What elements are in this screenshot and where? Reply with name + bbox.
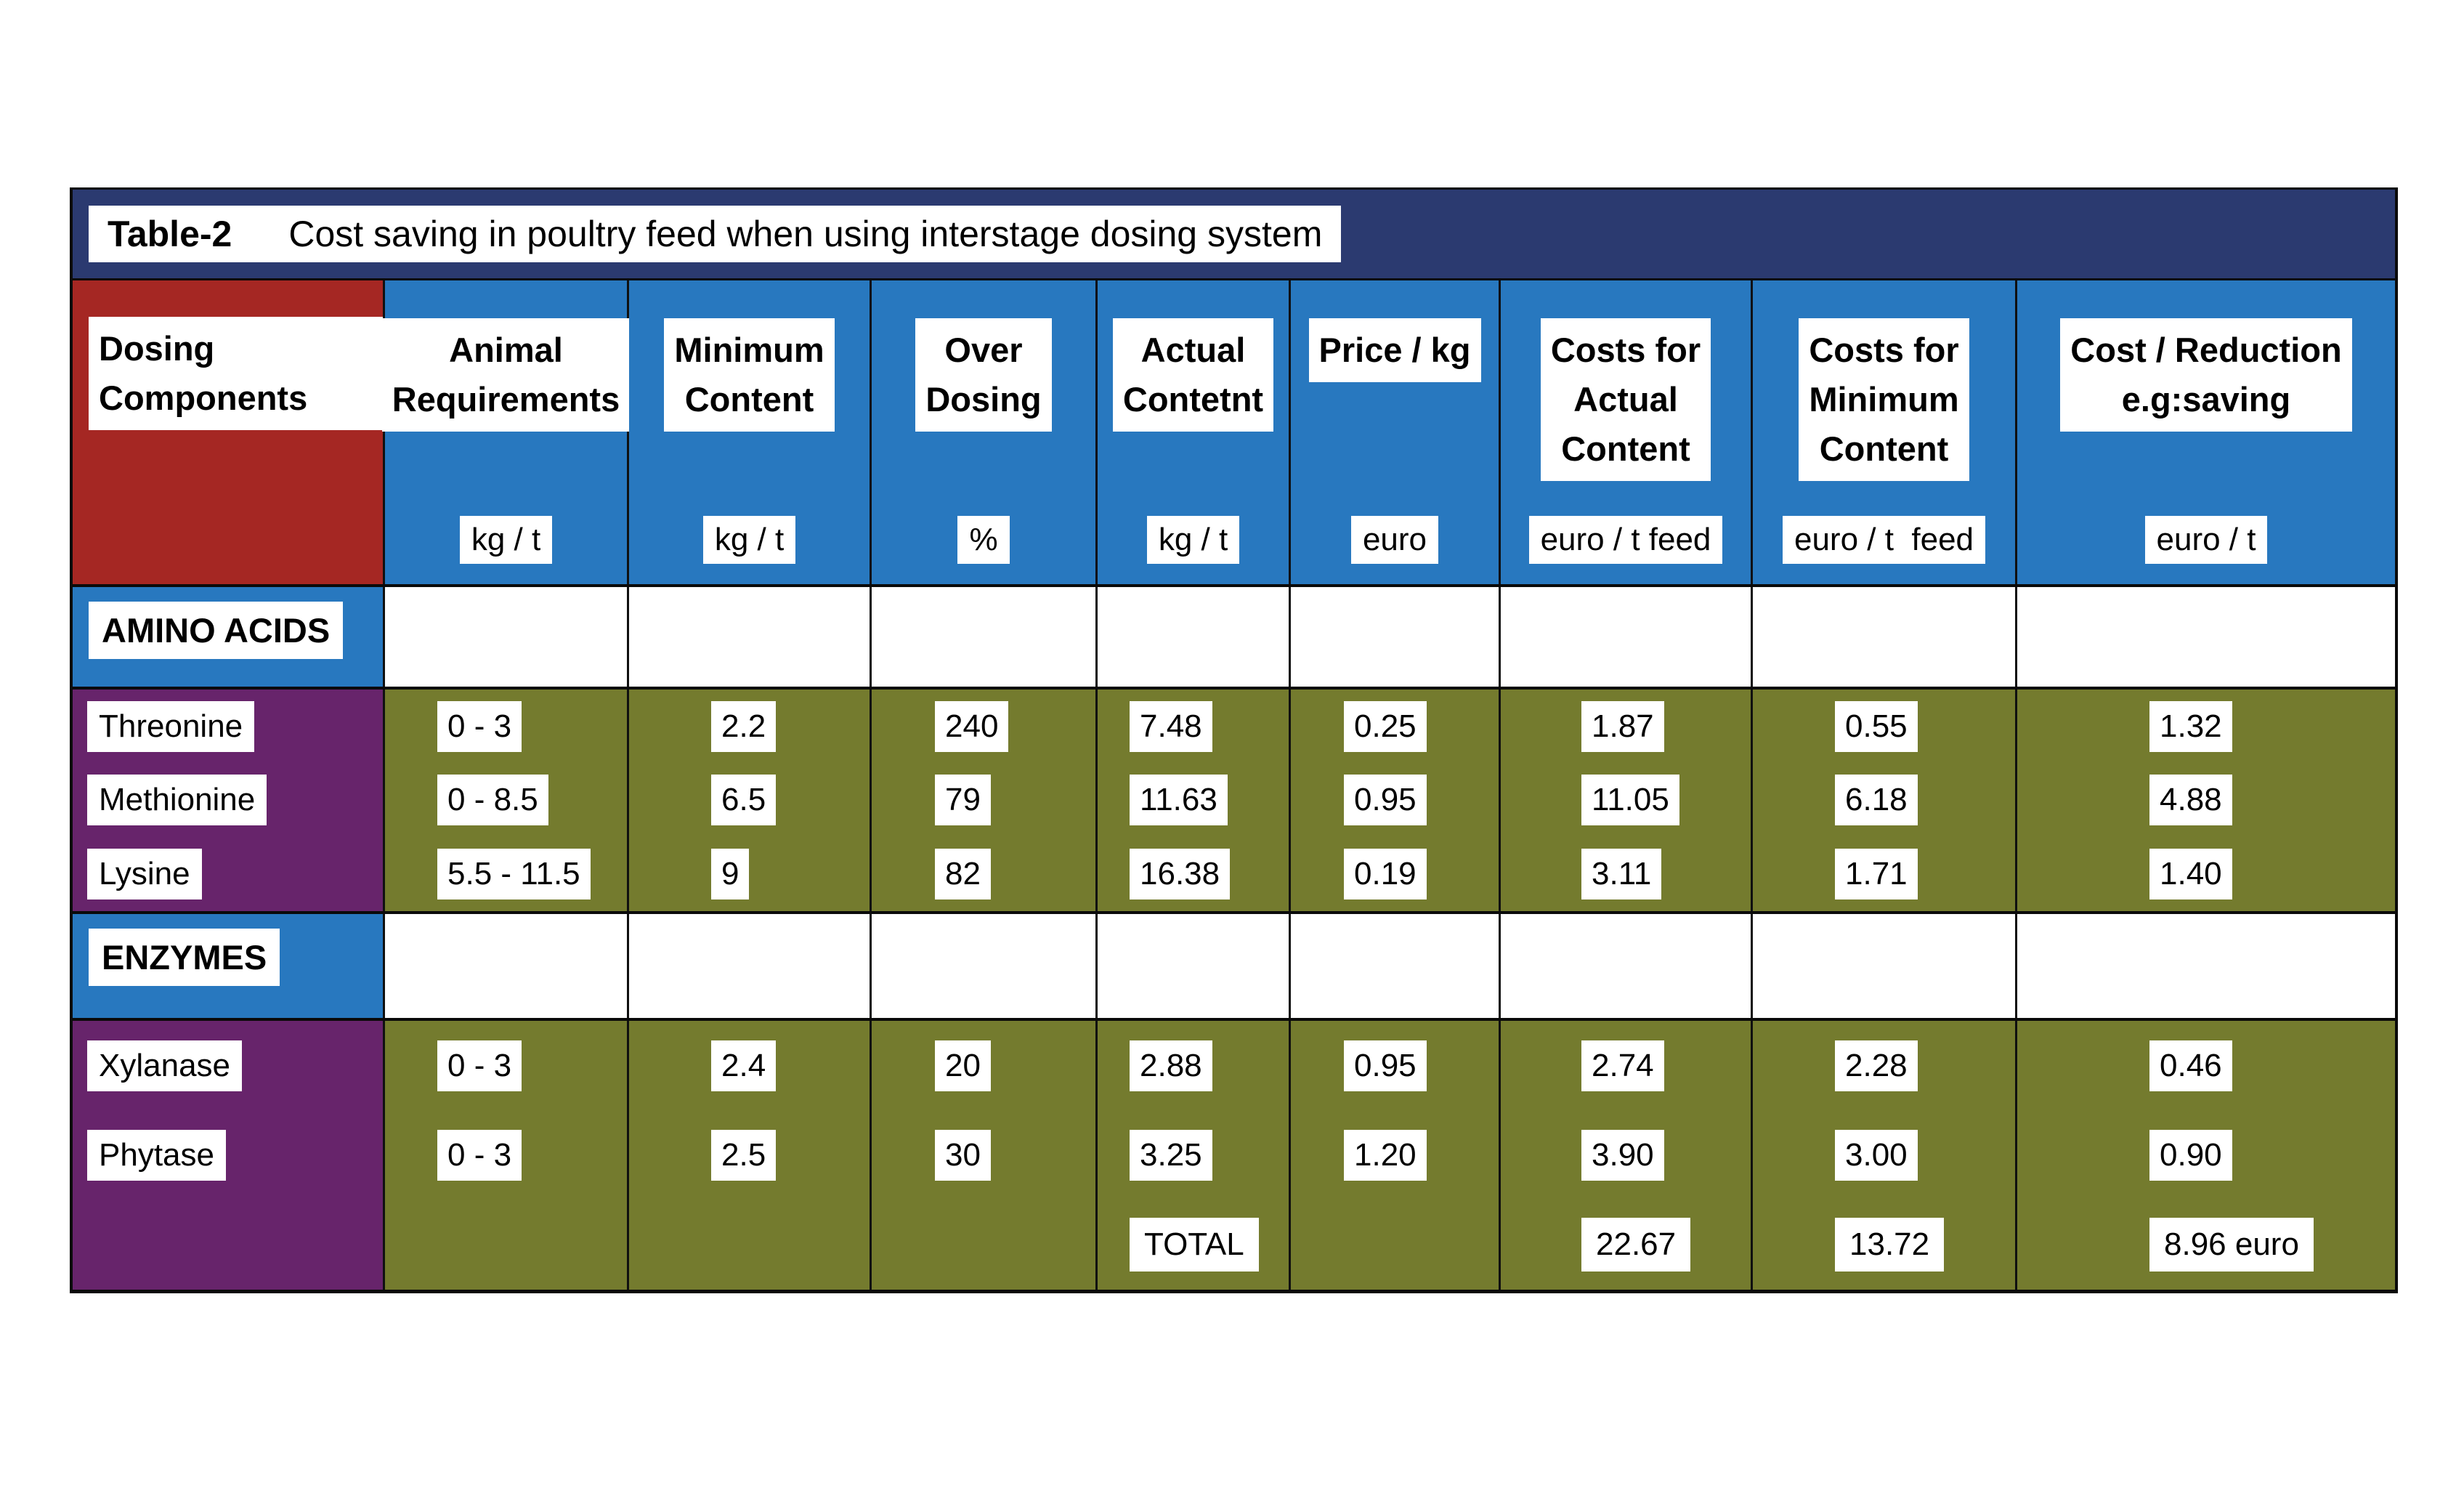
amino-row-labels: Threonine Methionine Lysine bbox=[73, 690, 385, 911]
enzyme-over-dosing: 20 30 bbox=[872, 1021, 1098, 1290]
cell-value: 16.38 bbox=[1130, 849, 1231, 900]
section-enzymes-header: ENZYMES bbox=[73, 914, 2395, 1021]
total-costs-actual: 22.67 bbox=[1581, 1218, 1691, 1272]
cell-value: 2.28 bbox=[1835, 1040, 1918, 1091]
total-saving: 8.96 euro bbox=[2149, 1218, 2314, 1272]
cell-value: 0 - 3 bbox=[437, 1040, 522, 1091]
cell-value: 0.46 bbox=[2149, 1040, 2232, 1091]
table-title-box: Table-2 Cost saving in poultry feed when… bbox=[89, 206, 1342, 262]
amino-costs-minimum: 0.55 6.18 1.71 bbox=[1753, 690, 2017, 911]
row-label-xylanase: Xylanase bbox=[87, 1040, 243, 1091]
header-label: Dosing Components bbox=[89, 317, 383, 431]
cell-value: 240 bbox=[935, 700, 1009, 752]
amino-over-dosing: 240 79 82 bbox=[872, 690, 1098, 911]
row-label-lysine: Lysine bbox=[87, 849, 202, 900]
unit-costs-actual: euro / t feed bbox=[1501, 496, 1753, 584]
enzyme-actual-content: 2.88 3.25 TOTAL bbox=[1098, 1021, 1291, 1290]
cell-value: 4.88 bbox=[2149, 775, 2232, 826]
section-label-amino-acids: AMINO ACIDS bbox=[73, 587, 385, 687]
unit-over-dosing: % bbox=[872, 496, 1098, 584]
enzyme-price-per-kg: 0.95 1.20 bbox=[1291, 1021, 1501, 1290]
cell-value: 3.25 bbox=[1130, 1129, 1212, 1181]
enzyme-costs-actual: 2.74 3.90 22.67 bbox=[1501, 1021, 1753, 1290]
header-cost-reduction: Cost / Reduction e.g:saving bbox=[2017, 280, 2395, 496]
enzyme-cost-reduction: 0.46 0.90 8.96 euro bbox=[2017, 1021, 2395, 1290]
unit-animal-requirements: kg / t bbox=[385, 496, 629, 584]
header-animal-requirements: Animal Requirements bbox=[381, 280, 631, 496]
table-number: Table-2 bbox=[108, 214, 232, 254]
cell-value: 2.4 bbox=[711, 1040, 777, 1091]
cell-value: 1.71 bbox=[1835, 849, 1918, 900]
enzyme-minimum-content: 2.4 2.5 bbox=[629, 1021, 872, 1290]
amino-minimum-content: 2.2 6.5 9 bbox=[629, 690, 872, 911]
total-costs-minimum: 13.72 bbox=[1835, 1218, 1945, 1272]
cell-value: 1.20 bbox=[1344, 1129, 1427, 1181]
table-title: Cost saving in poultry feed when using i… bbox=[288, 214, 1323, 254]
header-dosing-components: Dosing Components bbox=[73, 280, 385, 584]
enzyme-row-labels: Xylanase Phytase bbox=[73, 1021, 385, 1290]
cell-value: 9 bbox=[711, 849, 750, 900]
section-amino-acids-header: AMINO ACIDS bbox=[73, 587, 2395, 690]
cell-value: 7.48 bbox=[1130, 700, 1212, 752]
cell-value: 0 - 3 bbox=[437, 700, 522, 752]
cell-value: 30 bbox=[935, 1129, 991, 1181]
cell-value: 1.87 bbox=[1581, 700, 1664, 752]
amino-cost-reduction: 1.32 4.88 1.40 bbox=[2017, 690, 2395, 911]
amino-costs-actual: 1.87 11.05 3.11 bbox=[1501, 690, 1753, 911]
cell-value: 3.00 bbox=[1835, 1129, 1918, 1181]
cost-saving-table: Table-2 Cost saving in poultry feed when… bbox=[70, 187, 2398, 1293]
amino-price-per-kg: 0.25 0.95 0.19 bbox=[1291, 690, 1501, 911]
cell-value: 79 bbox=[935, 775, 991, 826]
header-minimum-content: Minimum Content bbox=[629, 280, 872, 496]
cell-value: 0.90 bbox=[2149, 1129, 2232, 1181]
cell-value: 0 - 8.5 bbox=[437, 775, 548, 826]
cell-value: 0 - 3 bbox=[437, 1129, 522, 1181]
table-title-band: Table-2 Cost saving in poultry feed when… bbox=[73, 190, 2395, 280]
header-actual-content: Actual Contetnt bbox=[1098, 280, 1291, 496]
cell-value: 2.5 bbox=[711, 1129, 777, 1181]
header-costs-minimum: Costs for Minimum Content bbox=[1753, 280, 2017, 496]
unit-price-per-kg: euro bbox=[1291, 496, 1501, 584]
cell-value: 20 bbox=[935, 1040, 991, 1091]
enzymes-data-block: Xylanase Phytase 0 - 3 0 - 3 2.4 2.5 20 … bbox=[73, 1021, 2395, 1290]
enzyme-animal-requirements: 0 - 3 0 - 3 bbox=[385, 1021, 629, 1290]
cell-value: 11.05 bbox=[1581, 775, 1679, 826]
header-over-dosing: Over Dosing bbox=[872, 280, 1098, 496]
row-label-methionine: Methionine bbox=[87, 775, 267, 826]
amino-animal-requirements: 0 - 3 0 - 8.5 5.5 - 11.5 bbox=[385, 690, 629, 911]
amino-actual-content: 7.48 11.63 16.38 bbox=[1098, 690, 1291, 911]
cell-value: 6.18 bbox=[1835, 775, 1918, 826]
cell-value: 5.5 - 11.5 bbox=[437, 849, 591, 900]
cell-value: 2.2 bbox=[711, 700, 777, 752]
unit-costs-minimum: euro / t feed bbox=[1753, 496, 2017, 584]
cell-value: 3.90 bbox=[1581, 1129, 1664, 1181]
cell-value: 0.25 bbox=[1344, 700, 1427, 752]
cell-value: 0.55 bbox=[1835, 700, 1918, 752]
row-label-threonine: Threonine bbox=[87, 700, 255, 752]
amino-acids-data-block: Threonine Methionine Lysine 0 - 3 0 - 8.… bbox=[73, 690, 2395, 914]
enzyme-costs-minimum: 2.28 3.00 13.72 bbox=[1753, 1021, 2017, 1290]
cell-value: 0.95 bbox=[1344, 1040, 1427, 1091]
cell-value: 0.19 bbox=[1344, 849, 1427, 900]
cell-value: 11.63 bbox=[1130, 775, 1228, 826]
cell-value: 0.95 bbox=[1344, 775, 1427, 826]
unit-minimum-content: kg / t bbox=[629, 496, 872, 584]
header-price-per-kg: Price / kg bbox=[1291, 280, 1501, 496]
cell-value: 1.40 bbox=[2149, 849, 2232, 900]
cell-value: 2.74 bbox=[1581, 1040, 1664, 1091]
cell-value: 2.88 bbox=[1130, 1040, 1212, 1091]
unit-cost-reduction: euro / t bbox=[2017, 496, 2395, 584]
cell-value: 6.5 bbox=[711, 775, 777, 826]
total-label: TOTAL bbox=[1130, 1218, 1259, 1272]
table-header: Dosing Components Animal Requirements Mi… bbox=[73, 280, 2395, 587]
cell-value: 82 bbox=[935, 849, 991, 900]
unit-actual-content: kg / t bbox=[1098, 496, 1291, 584]
header-costs-actual: Costs for Actual Content bbox=[1501, 280, 1753, 496]
cell-value: 1.32 bbox=[2149, 700, 2232, 752]
section-label-enzymes: ENZYMES bbox=[73, 914, 385, 1018]
cell-value: 3.11 bbox=[1581, 849, 1662, 900]
row-label-phytase: Phytase bbox=[87, 1129, 226, 1181]
